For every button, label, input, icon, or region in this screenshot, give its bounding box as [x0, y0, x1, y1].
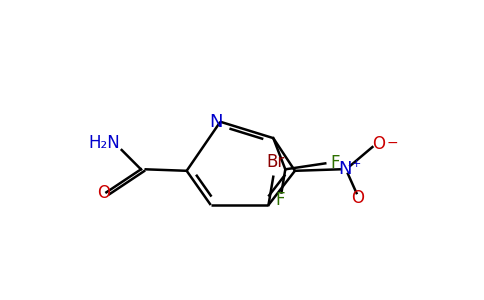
- Text: Br: Br: [267, 153, 285, 171]
- Text: F: F: [276, 190, 285, 208]
- Text: O: O: [97, 184, 110, 202]
- Text: +: +: [352, 159, 361, 169]
- Text: N: N: [210, 113, 223, 131]
- Text: O: O: [372, 135, 385, 153]
- Text: O: O: [351, 189, 364, 207]
- Text: F: F: [330, 154, 340, 172]
- Text: −: −: [387, 136, 398, 150]
- Text: N: N: [339, 160, 352, 178]
- Text: H₂N: H₂N: [89, 134, 120, 152]
